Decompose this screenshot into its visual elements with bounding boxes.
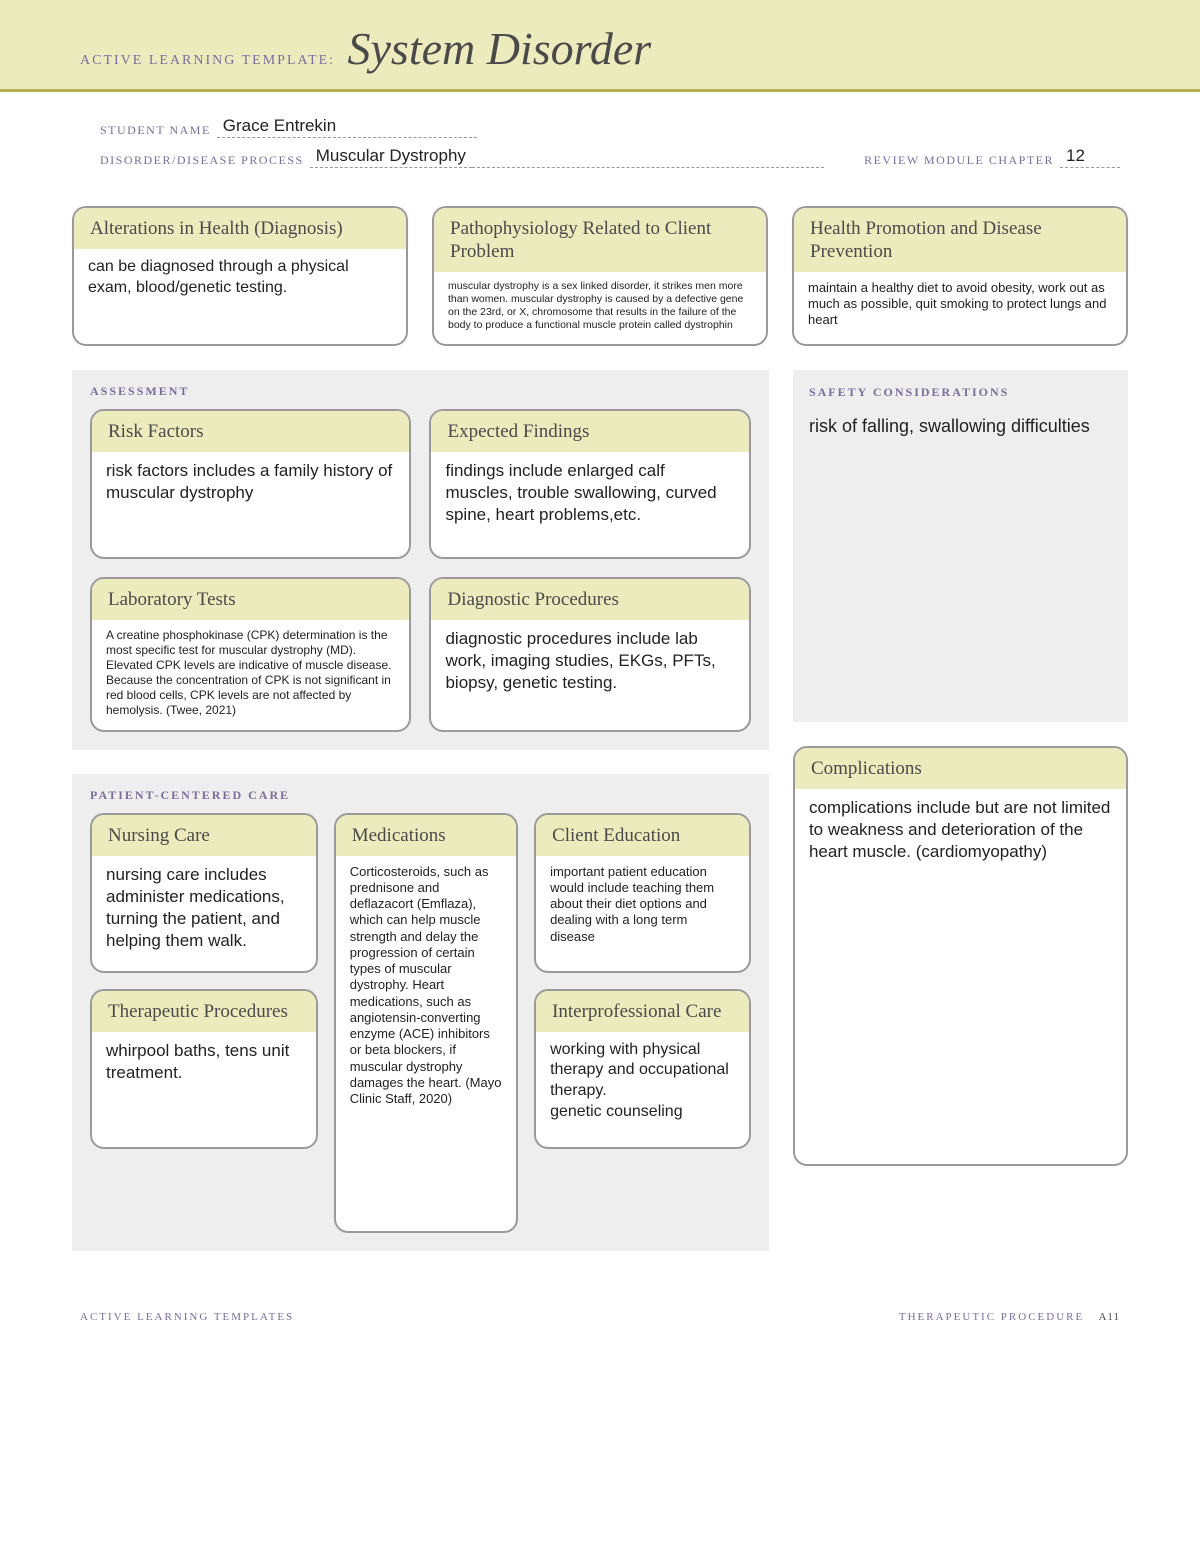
top-row: Alterations in Health (Diagnosis) can be…: [72, 206, 1128, 346]
findings-body: findings include enlarged calf muscles, …: [431, 452, 748, 557]
banner: ACTIVE LEARNING TEMPLATE: System Disorde…: [0, 0, 1200, 92]
footer-page: A11: [1098, 1311, 1120, 1323]
nursing-card: Nursing Care nursing care includes admin…: [90, 813, 318, 973]
disorder-label: DISORDER/DISEASE PROCESS: [100, 153, 304, 168]
left-column: ASSESSMENT Risk Factors risk factors inc…: [72, 370, 769, 1275]
meds-title: Medications: [336, 815, 516, 856]
pcc-label: PATIENT-CENTERED CARE: [90, 788, 751, 803]
alterations-card: Alterations in Health (Diagnosis) can be…: [72, 206, 408, 346]
findings-card: Expected Findings findings include enlar…: [429, 409, 750, 559]
patho-body: muscular dystrophy is a sex linked disor…: [434, 272, 766, 345]
alterations-title: Alterations in Health (Diagnosis): [74, 208, 406, 249]
alterations-body: can be diagnosed through a physical exam…: [74, 249, 406, 344]
labs-card: Laboratory Tests A creatine phosphokinas…: [90, 577, 411, 732]
template-prefix: ACTIVE LEARNING TEMPLATE:: [80, 53, 335, 68]
page: ACTIVE LEARNING TEMPLATE: System Disorde…: [0, 0, 1200, 1363]
complications-title: Complications: [795, 748, 1126, 789]
complications-card: Complications complications include but …: [793, 746, 1128, 1166]
meds-body: Corticosteroids, such as prednisone and …: [336, 856, 516, 1231]
meta-block: STUDENT NAME Grace Entrekin DISORDER/DIS…: [0, 92, 1200, 186]
meds-card: Medications Corticosteroids, such as pre…: [334, 813, 518, 1233]
footer-right-label: THERAPEUTIC PROCEDURE: [899, 1311, 1084, 1323]
labs-title: Laboratory Tests: [92, 579, 409, 620]
education-title: Client Education: [536, 815, 749, 856]
risk-card: Risk Factors risk factors includes a fam…: [90, 409, 411, 559]
safety-body: risk of falling, swallowing difficulties: [809, 411, 1112, 438]
promo-body: maintain a healthy diet to avoid obesity…: [794, 272, 1126, 345]
safety-section: SAFETY CONSIDERATIONS risk of falling, s…: [793, 370, 1128, 722]
safety-label: SAFETY CONSIDERATIONS: [809, 384, 1112, 401]
education-body: important patient education would includ…: [536, 856, 749, 971]
assessment-section: ASSESSMENT Risk Factors risk factors inc…: [72, 370, 769, 750]
diag-title: Diagnostic Procedures: [431, 579, 748, 620]
promo-card: Health Promotion and Disease Prevention …: [792, 206, 1128, 346]
chapter-label: REVIEW MODULE CHAPTER: [864, 153, 1054, 168]
line-spacer: [472, 167, 824, 168]
therapeutic-body: whirpool baths, tens unit treatment.: [92, 1032, 316, 1147]
template-title: System Disorder: [348, 23, 652, 74]
patho-card: Pathophysiology Related to Client Proble…: [432, 206, 768, 346]
content: Alterations in Health (Diagnosis) can be…: [0, 186, 1200, 1285]
nursing-body: nursing care includes administer medicat…: [92, 856, 316, 971]
assessment-label: ASSESSMENT: [90, 384, 751, 399]
therapeutic-title: Therapeutic Procedures: [92, 991, 316, 1032]
inter-card: Interprofessional Care working with phys…: [534, 989, 751, 1149]
inter-title: Interprofessional Care: [536, 991, 749, 1032]
body-two-col: ASSESSMENT Risk Factors risk factors inc…: [72, 370, 1128, 1275]
labs-body: A creatine phosphokinase (CPK) determina…: [92, 620, 409, 730]
education-card: Client Education important patient educa…: [534, 813, 751, 973]
student-value: Grace Entrekin: [217, 116, 477, 138]
risk-body: risk factors includes a family history o…: [92, 452, 409, 557]
pcc-section: PATIENT-CENTERED CARE Nursing Care nursi…: [72, 774, 769, 1251]
footer: ACTIVE LEARNING TEMPLATES THERAPEUTIC PR…: [0, 1285, 1200, 1323]
therapeutic-card: Therapeutic Procedures whirpool baths, t…: [90, 989, 318, 1149]
risk-title: Risk Factors: [92, 411, 409, 452]
promo-title: Health Promotion and Disease Prevention: [794, 208, 1126, 272]
inter-body: working with physical therapy and occupa…: [536, 1032, 749, 1147]
patho-title: Pathophysiology Related to Client Proble…: [434, 208, 766, 272]
nursing-title: Nursing Care: [92, 815, 316, 856]
findings-title: Expected Findings: [431, 411, 748, 452]
footer-left: ACTIVE LEARNING TEMPLATES: [80, 1311, 294, 1323]
diag-body: diagnostic procedures include lab work, …: [431, 620, 748, 730]
chapter-value: 12: [1060, 146, 1120, 168]
complications-body: complications include but are not limite…: [795, 789, 1126, 1164]
disorder-value: Muscular Dystrophy: [310, 146, 472, 168]
diag-card: Diagnostic Procedures diagnostic procedu…: [429, 577, 750, 732]
right-column: SAFETY CONSIDERATIONS risk of falling, s…: [793, 370, 1128, 1275]
student-label: STUDENT NAME: [100, 123, 211, 138]
